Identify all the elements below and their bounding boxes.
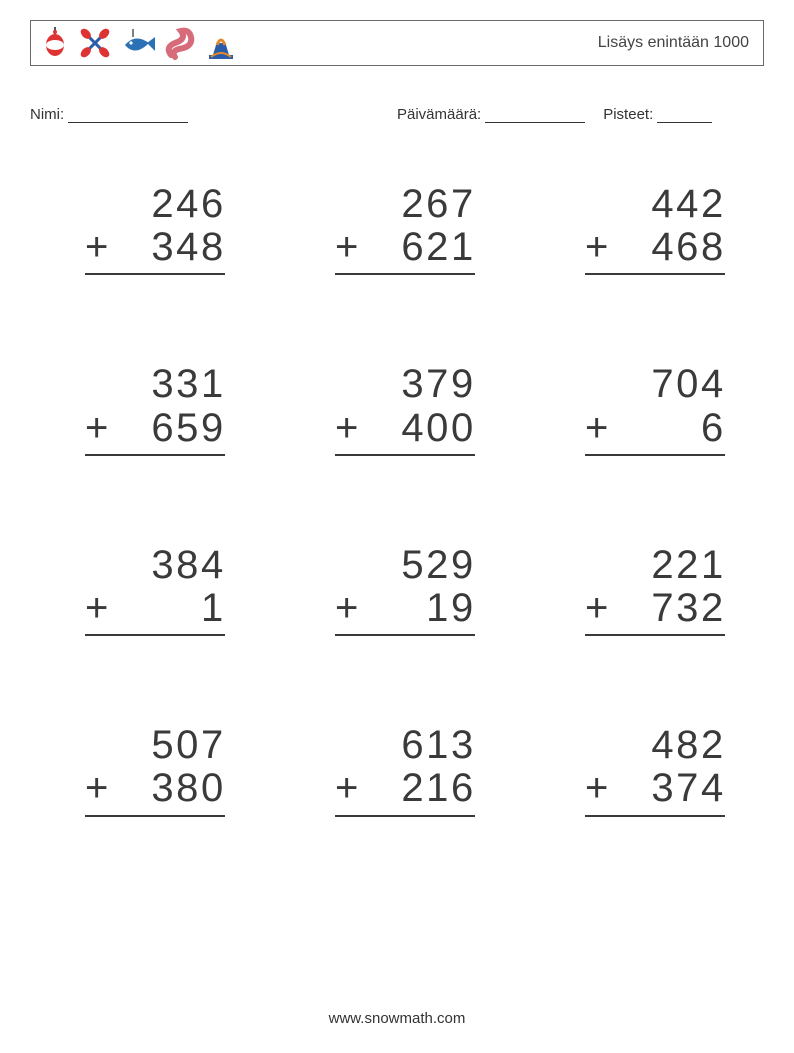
problem-rule	[585, 634, 725, 636]
operator: +	[335, 226, 365, 269]
problem-rule	[585, 815, 725, 817]
worksheet-title: Lisäys enintään 1000	[598, 34, 749, 52]
bottom-number: 400	[365, 407, 475, 450]
score-label: Pisteet:	[603, 106, 653, 123]
bottom-number: 216	[365, 767, 475, 810]
meta-row: Nimi: Päivämäärä: Pisteet:	[30, 106, 764, 123]
top-number: 246	[115, 183, 225, 226]
problem: 482+374	[585, 724, 725, 816]
problem-rule	[335, 454, 475, 456]
worm-icon	[163, 25, 197, 61]
operator: +	[585, 226, 615, 269]
operator: +	[85, 767, 115, 810]
bottom-number: 659	[115, 407, 225, 450]
footer-url: www.snowmath.com	[0, 1010, 794, 1027]
problem-rule	[85, 634, 225, 636]
bobber-icon	[39, 25, 71, 61]
operator: +	[335, 407, 365, 450]
bottom-number: 1	[115, 587, 225, 630]
top-number: 221	[615, 544, 725, 587]
problem: 246+348	[85, 183, 225, 275]
name-label: Nimi:	[30, 106, 64, 123]
problem: 267+621	[335, 183, 475, 275]
bottom-number: 6	[615, 407, 725, 450]
problem: 613+216	[335, 724, 475, 816]
name-blank[interactable]	[68, 108, 188, 123]
paddles-icon	[77, 25, 113, 61]
bottom-number: 348	[115, 226, 225, 269]
top-number: 482	[615, 724, 725, 767]
bottom-number: 19	[365, 587, 475, 630]
problem: 442+468	[585, 183, 725, 275]
top-number: 529	[365, 544, 475, 587]
header-icons	[39, 25, 239, 61]
header-bar: Lisäys enintään 1000	[30, 20, 764, 66]
campfire-icon	[203, 25, 239, 61]
problem-rule	[335, 815, 475, 817]
top-number: 442	[615, 183, 725, 226]
problem: 384+ 1	[85, 544, 225, 636]
bottom-number: 621	[365, 226, 475, 269]
problem-rule	[85, 454, 225, 456]
top-number: 507	[115, 724, 225, 767]
problem-rule	[585, 273, 725, 275]
problem: 704+ 6	[585, 363, 725, 455]
date-blank[interactable]	[485, 108, 585, 123]
operator: +	[335, 587, 365, 630]
score-blank[interactable]	[657, 108, 712, 123]
bottom-number: 380	[115, 767, 225, 810]
operator: +	[335, 767, 365, 810]
date-label: Päivämäärä:	[397, 106, 481, 123]
top-number: 267	[365, 183, 475, 226]
problem-rule	[335, 634, 475, 636]
operator: +	[85, 587, 115, 630]
top-number: 384	[115, 544, 225, 587]
top-number: 379	[365, 363, 475, 406]
top-number: 613	[365, 724, 475, 767]
operator: +	[585, 587, 615, 630]
problem-rule	[335, 273, 475, 275]
problem: 331+659	[85, 363, 225, 455]
problem-rule	[85, 273, 225, 275]
operator: +	[585, 767, 615, 810]
problem: 507+380	[85, 724, 225, 816]
top-number: 704	[615, 363, 725, 406]
problems-grid: 246+348 267+621 442+468 331+659 379+400 …	[30, 183, 764, 817]
problem: 529+ 19	[335, 544, 475, 636]
bottom-number: 374	[615, 767, 725, 810]
worksheet-page: Lisäys enintään 1000 Nimi: Päivämäärä: P…	[0, 0, 794, 1053]
problem-rule	[585, 454, 725, 456]
problem: 379+400	[335, 363, 475, 455]
operator: +	[585, 407, 615, 450]
operator: +	[85, 226, 115, 269]
fish-icon	[119, 25, 157, 61]
bottom-number: 732	[615, 587, 725, 630]
top-number: 331	[115, 363, 225, 406]
problem-rule	[85, 815, 225, 817]
problem: 221+732	[585, 544, 725, 636]
operator: +	[85, 407, 115, 450]
bottom-number: 468	[615, 226, 725, 269]
